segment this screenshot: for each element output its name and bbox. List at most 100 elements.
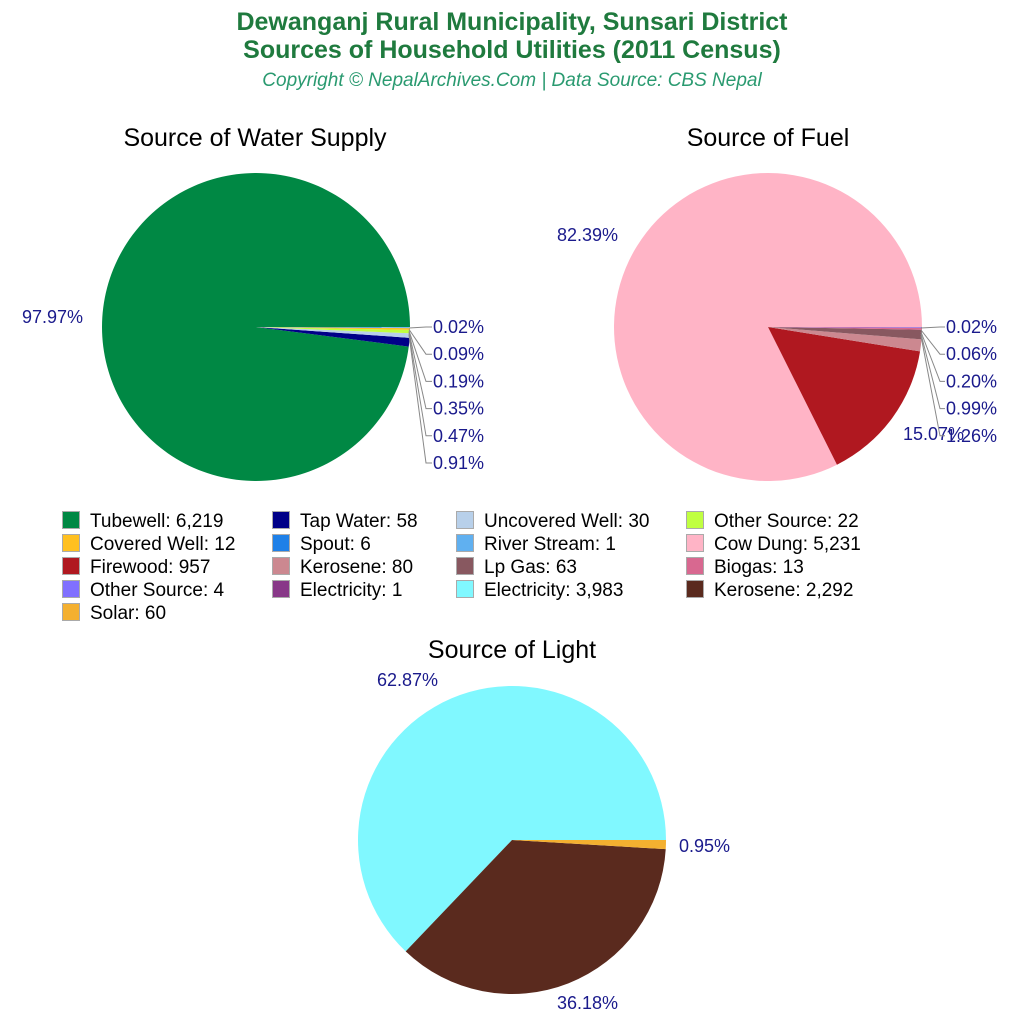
percent-label: 0.19%: [433, 371, 484, 391]
legend-item: Solar: 60: [62, 602, 167, 625]
pie-slice: [768, 327, 922, 328]
light-chart-title: Source of Light: [427, 636, 597, 664]
leader-line: [408, 332, 432, 410]
legend-swatch: [62, 533, 80, 552]
pie-slice: [512, 840, 666, 850]
legend-item: Tubewell: 6,219: [62, 510, 224, 533]
legend-label: Kerosene: 2,292: [714, 580, 854, 601]
legend-label: Other Source: 22: [714, 511, 859, 532]
pie-slice: [768, 327, 921, 465]
legend-label: Uncovered Well: 30: [484, 511, 650, 532]
percent-label: 0.09%: [433, 344, 484, 364]
legend-swatch: [62, 556, 80, 575]
legend-swatch: [686, 579, 704, 598]
legend-label: Firewood: 957: [90, 557, 211, 578]
legend-item: Uncovered Well: 30: [456, 510, 650, 533]
legend-swatch: [272, 510, 290, 529]
legend-item: Tap Water: 58: [272, 510, 418, 533]
legend-swatch: [456, 533, 474, 552]
legend-item: River Stream: 1: [456, 533, 616, 556]
legend-label: Electricity: 1: [300, 580, 403, 601]
pie-slice: [357, 686, 666, 952]
legend-swatch: [62, 579, 80, 598]
leader-line: [408, 333, 432, 437]
legend-label: Tubewell: 6,219: [90, 511, 224, 532]
percent-label: 97.97%: [22, 307, 83, 327]
legend-swatch: [456, 556, 474, 575]
fuel-chart-title: Source of Fuel: [686, 124, 850, 152]
pie-slice: [768, 327, 922, 352]
legend-label: Lp Gas: 63: [484, 557, 577, 578]
legend-swatch: [62, 602, 80, 621]
legend-label: Cow Dung: 5,231: [714, 534, 861, 555]
legend-item: Biogas: 13: [686, 556, 804, 579]
percent-label: 1.26%: [946, 426, 997, 446]
legend-swatch: [686, 510, 704, 529]
percent-label: 0.35%: [433, 399, 484, 419]
light-pie: [357, 686, 666, 995]
leader-line: [920, 331, 945, 382]
chart-title-line1: Dewanganj Rural Municipality, Sunsari Di…: [236, 8, 788, 36]
legend-label: Solar: 60: [90, 603, 167, 624]
legend-item: Firewood: 957: [62, 556, 211, 579]
leader-line: [408, 330, 432, 382]
legend-label: River Stream: 1: [484, 534, 616, 555]
fuel-pie: [614, 173, 922, 482]
percent-label: 15.07%: [903, 424, 964, 444]
percent-label: 0.20%: [946, 371, 997, 391]
percent-label: 82.39%: [557, 225, 618, 245]
leader-line: [920, 333, 945, 410]
legend-label: Spout: 6: [300, 534, 371, 555]
legend-swatch: [686, 556, 704, 575]
legend-item: Electricity: 3,983: [456, 579, 624, 602]
pie-slice: [256, 327, 410, 330]
legend-swatch: [456, 510, 474, 529]
legend-item: Kerosene: 2,292: [686, 579, 854, 602]
legend-item: Cow Dung: 5,231: [686, 533, 861, 556]
leader-line: [920, 329, 945, 355]
legend-item: Spout: 6: [272, 533, 371, 556]
percent-label: 0.06%: [946, 344, 997, 364]
pie-slice: [768, 327, 922, 330]
leader-line: [920, 326, 945, 329]
legend-item: Electricity: 1: [272, 579, 403, 602]
chart-title-line2: Sources of Household Utilities (2011 Cen…: [243, 36, 781, 64]
legend-item: Kerosene: 80: [272, 556, 414, 579]
water-pie: [102, 173, 411, 482]
leader-line: [408, 329, 432, 355]
percent-label: 62.87%: [377, 670, 438, 690]
legend-label: Electricity: 3,983: [484, 580, 624, 601]
percent-label: 0.95%: [679, 836, 730, 856]
legend-swatch: [686, 533, 704, 552]
legend-label: Biogas: 13: [714, 557, 804, 578]
legend-label: Other Source: 4: [90, 580, 225, 601]
legend-swatch: [272, 533, 290, 552]
pie-slice: [768, 327, 922, 340]
legend-item: Lp Gas: 63: [456, 556, 577, 579]
legend-item: Covered Well: 12: [62, 533, 236, 556]
water-chart-title: Source of Water Supply: [123, 124, 387, 152]
pie-slice: [256, 327, 410, 347]
legend-swatch: [62, 510, 80, 529]
legend-swatch: [456, 579, 474, 598]
legend-item: Other Source: 22: [686, 510, 859, 533]
pie-slice: [256, 327, 410, 334]
pie-slice: [102, 173, 410, 482]
percent-label: 0.02%: [946, 317, 997, 337]
percent-label: 0.99%: [946, 399, 997, 419]
percent-label: 36.18%: [557, 993, 618, 1013]
percent-label: 0.02%: [433, 317, 484, 337]
legend-label: Tap Water: 58: [300, 511, 418, 532]
pie-slice: [405, 840, 666, 995]
leader-line: [920, 335, 945, 437]
legend-swatch: [272, 579, 290, 598]
pie-slice: [256, 327, 410, 338]
copyright-subtitle: Copyright © NepalArchives.Com | Data Sou…: [262, 70, 762, 91]
legend-swatch: [272, 556, 290, 575]
leader-line: [408, 334, 432, 464]
legend-label: Covered Well: 12: [90, 534, 236, 555]
legend-item: Other Source: 4: [62, 579, 225, 602]
pie-slice: [256, 327, 410, 329]
legend-label: Kerosene: 80: [300, 557, 414, 578]
